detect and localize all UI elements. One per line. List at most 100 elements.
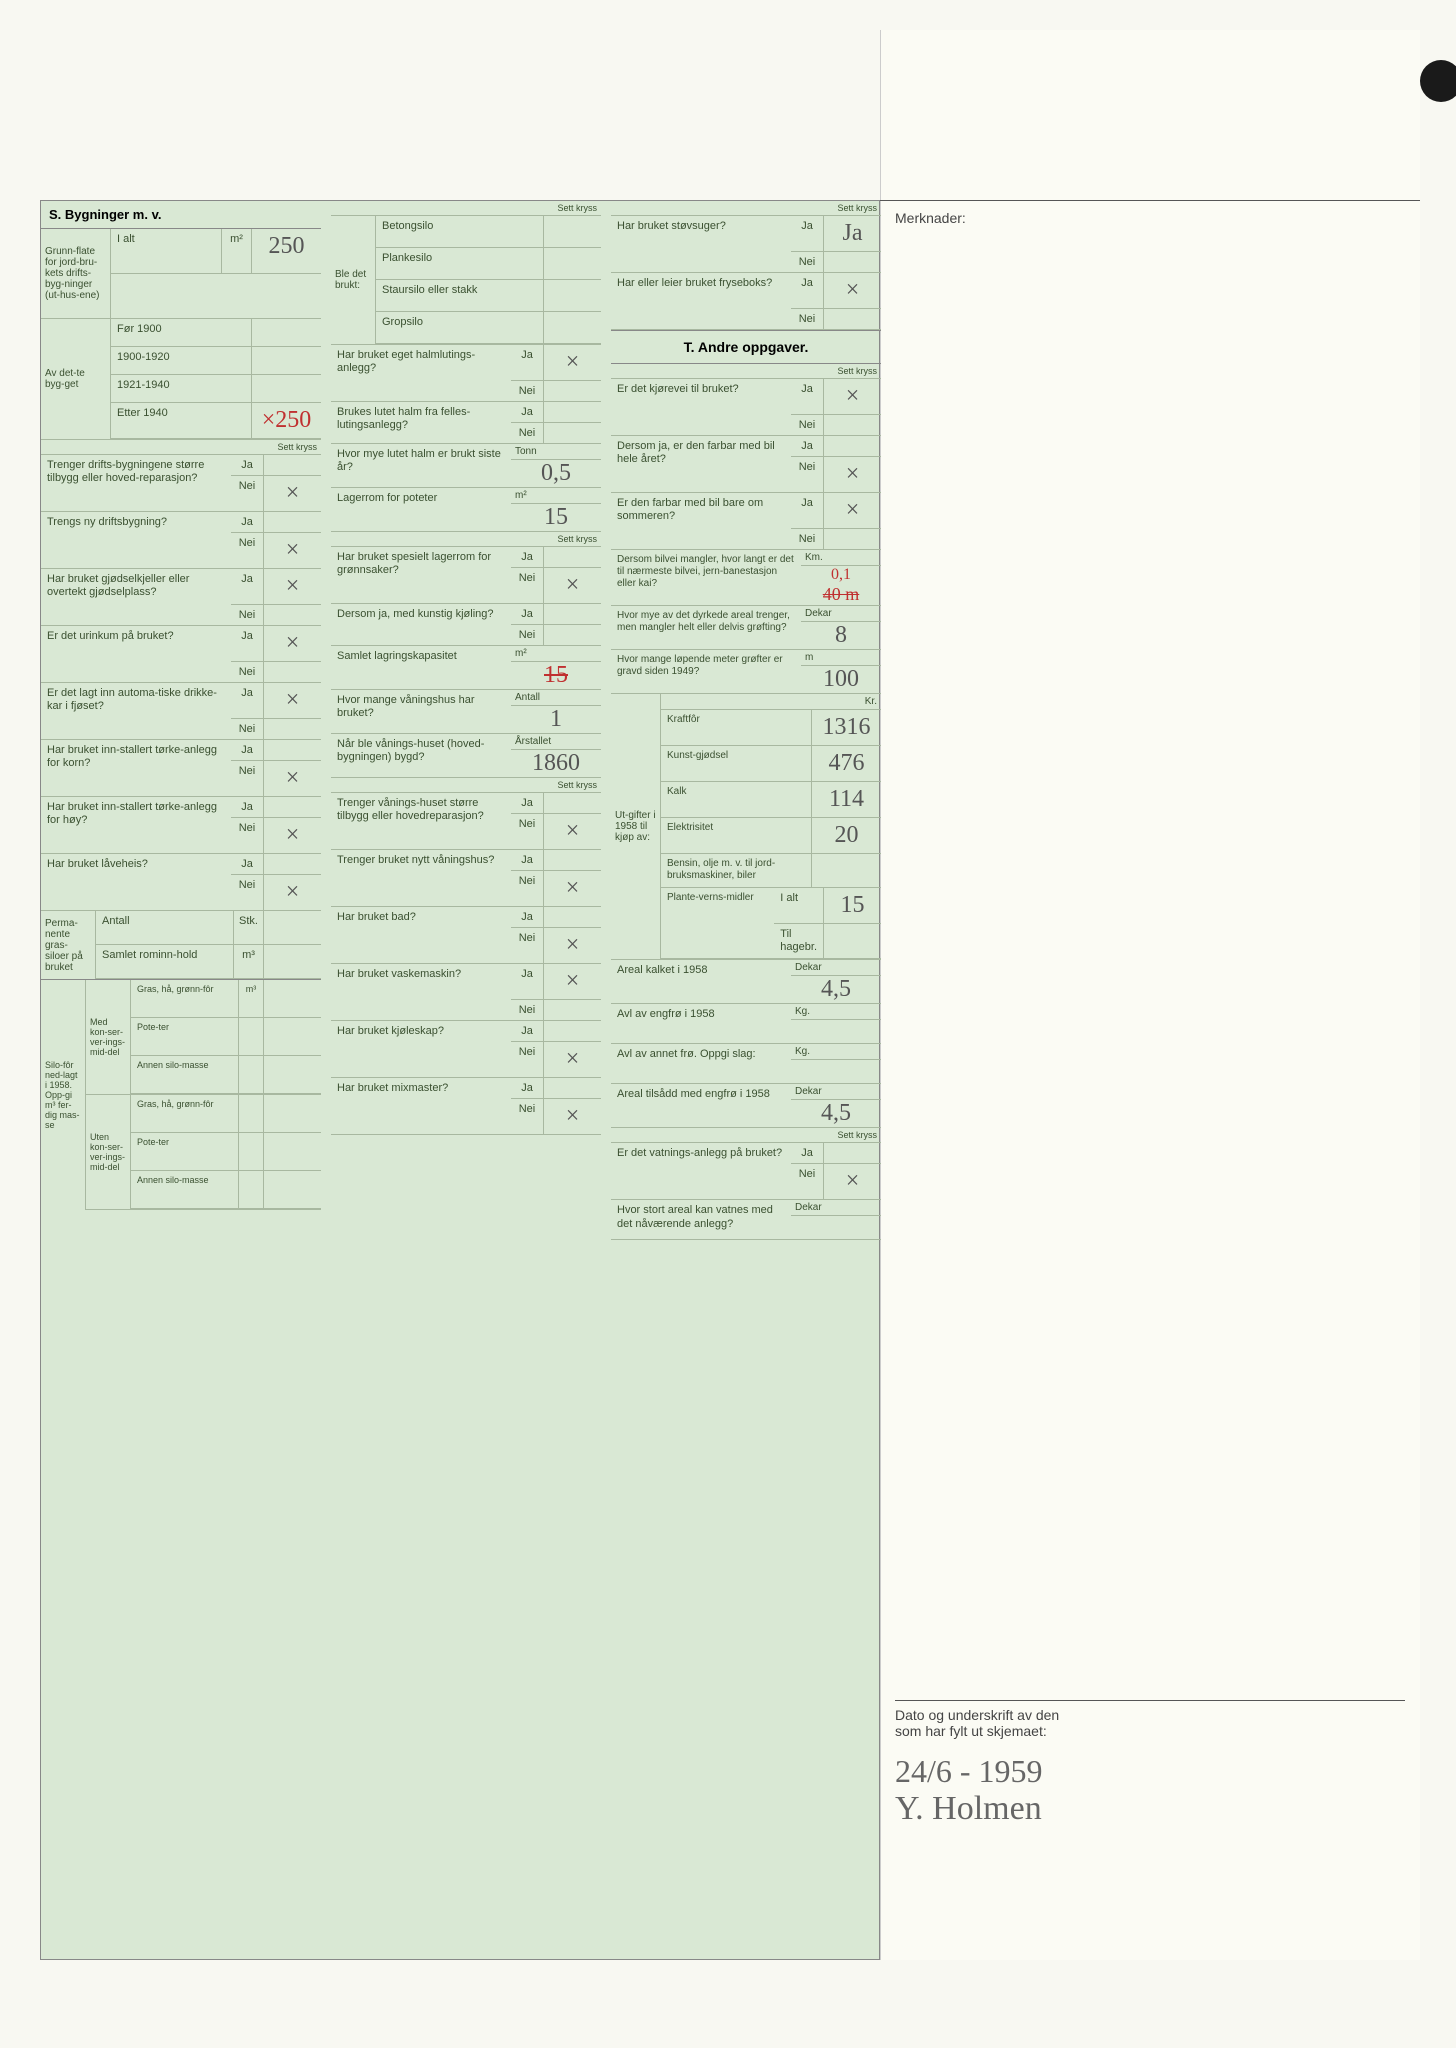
nei-mark: × xyxy=(823,1164,881,1199)
ja-mark xyxy=(543,907,601,927)
nei-mark: × xyxy=(543,1099,601,1134)
bledetbrukt-label: Ble det brukt: xyxy=(331,216,376,344)
unit-label: m xyxy=(801,650,881,666)
ja-label: Ja xyxy=(511,604,543,624)
nei-label: Nei xyxy=(791,529,823,549)
q-label: Har bruket eget halmlutings-anlegg? xyxy=(331,345,511,401)
period-value xyxy=(251,375,321,402)
value: 15 xyxy=(511,504,601,531)
value: 4,5 xyxy=(791,976,881,1003)
value: 15 xyxy=(511,662,601,689)
nei-label: Nei xyxy=(231,761,263,796)
ja-label: Ja xyxy=(231,512,263,532)
nei-mark: × xyxy=(543,871,601,906)
utg-label: Bensin, olje m. v. til jord-bruksmaskine… xyxy=(661,854,811,887)
ja-label: Ja xyxy=(791,493,823,528)
ialt-value: 250 xyxy=(251,229,321,273)
nei-mark xyxy=(543,1000,601,1020)
q-label: Avl av annet frø. Oppgi slag: xyxy=(611,1044,791,1083)
ja-label: Ja xyxy=(231,740,263,760)
utg-label: Elektrisitet xyxy=(661,818,811,853)
nei-mark: × xyxy=(263,476,321,511)
unit-label: Dekar xyxy=(791,1200,881,1216)
unit-label: Km. xyxy=(801,550,881,566)
nei-mark xyxy=(823,415,881,435)
divider xyxy=(880,200,1420,201)
ja-mark xyxy=(263,740,321,760)
column-3: Sett kryss Har bruket støvsuger? Ja Ja N… xyxy=(611,201,881,1959)
q-label: Avl av engfrø i 1958 xyxy=(611,1004,791,1043)
ja-mark: × xyxy=(543,345,601,380)
nei-label: Nei xyxy=(511,625,543,645)
period-value xyxy=(251,319,321,346)
q-label: Har bruket bad? xyxy=(331,907,511,963)
section-s-title: S. Bygninger m. v. xyxy=(41,201,321,229)
sig-date: 24/6 - 1959 xyxy=(895,1753,1405,1790)
unit-label: Tonn xyxy=(511,444,601,460)
utgifter-label: Ut-gifter i 1958 til kjøp av: xyxy=(611,694,661,959)
ja-label: Ja xyxy=(511,345,543,380)
q-label: Lagerrom for poteter xyxy=(331,488,511,531)
value: 0,1 xyxy=(831,566,851,583)
row-label: Antall xyxy=(96,911,233,944)
ja-mark xyxy=(543,793,601,813)
value: 4,5 xyxy=(791,1100,881,1127)
q-label: Har bruket låveheis? xyxy=(41,854,231,910)
mark xyxy=(543,248,601,279)
nei-label: Nei xyxy=(511,568,543,603)
ja-label: Ja xyxy=(791,436,823,456)
ja-mark: × xyxy=(823,379,881,414)
permsilo-title: Perma-nente gras-siloer på bruket xyxy=(41,911,96,979)
q-label: Er det urinkum på bruket? xyxy=(41,626,231,682)
nei-label: Nei xyxy=(511,871,543,906)
q-label: Har bruket mixmaster? xyxy=(331,1078,511,1134)
ja-label: Ja xyxy=(511,1078,543,1098)
utg-value: 20 xyxy=(811,818,881,853)
nei-mark xyxy=(543,625,601,645)
nei-label: Nei xyxy=(511,381,543,401)
unit-label: Antall xyxy=(511,690,601,706)
sett-kryss-label: Sett kryss xyxy=(331,201,601,216)
value xyxy=(263,1133,321,1170)
period-value: ×250 xyxy=(251,403,321,438)
nei-mark: × xyxy=(263,875,321,910)
ja-mark xyxy=(543,547,601,567)
ja-label: Ja xyxy=(231,455,263,475)
q-label: Hvor mange løpende meter grøfter er grav… xyxy=(611,650,801,693)
row-label: Samlet rominn-hold xyxy=(96,945,233,978)
q-label: Har bruket inn-stallert tørke-anlegg for… xyxy=(41,740,231,796)
nei-mark: × xyxy=(543,928,601,963)
ja-mark xyxy=(263,512,321,532)
q-label: Dersom ja, er den farbar med bil hele år… xyxy=(611,436,791,492)
ja-label: Ja xyxy=(791,1143,823,1163)
q-label: Hvor stort areal kan vatnes med det nåvæ… xyxy=(611,1200,791,1239)
ja-label: Ja xyxy=(511,964,543,999)
q-label: Trenger vånings-huset større tilbygg ell… xyxy=(331,793,511,849)
ja-label: Ja xyxy=(231,569,263,604)
nei-mark: × xyxy=(543,814,601,849)
item-label: Gras, hå, grønn-fôr xyxy=(131,1095,238,1132)
item-label: Gras, hå, grønn-fôr xyxy=(131,980,238,1017)
ja-mark xyxy=(543,850,601,870)
q-label: Areal tilsådd med engfrø i 1958 xyxy=(611,1084,791,1127)
ja-mark xyxy=(543,402,601,422)
mark xyxy=(543,280,601,311)
utg-value: 114 xyxy=(811,782,881,817)
ja-label: Ja xyxy=(511,402,543,422)
nei-label: Nei xyxy=(511,928,543,963)
sett-kryss-label: Sett kryss xyxy=(331,778,601,793)
q-label: Har bruket kjøleskap? xyxy=(331,1021,511,1077)
nei-label: Nei xyxy=(231,476,263,511)
value: 100 xyxy=(801,666,881,693)
mark xyxy=(543,312,601,343)
value xyxy=(263,911,321,944)
column-1: S. Bygninger m. v. Grunn-flate for jord-… xyxy=(41,201,321,1959)
q-label: Har eller leier bruket fryseboks? xyxy=(611,273,791,329)
item-label: Annen silo-masse xyxy=(131,1171,238,1208)
silofor-title: Silo-fôr ned-lagt i 1958. Opp-gi m³ fer-… xyxy=(41,980,86,1210)
nei-label: Nei xyxy=(791,309,823,329)
value xyxy=(263,1171,321,1208)
ja-label: Ja xyxy=(231,626,263,661)
nei-label: Nei xyxy=(791,415,823,435)
item-label: Pote-ter xyxy=(131,1018,238,1055)
